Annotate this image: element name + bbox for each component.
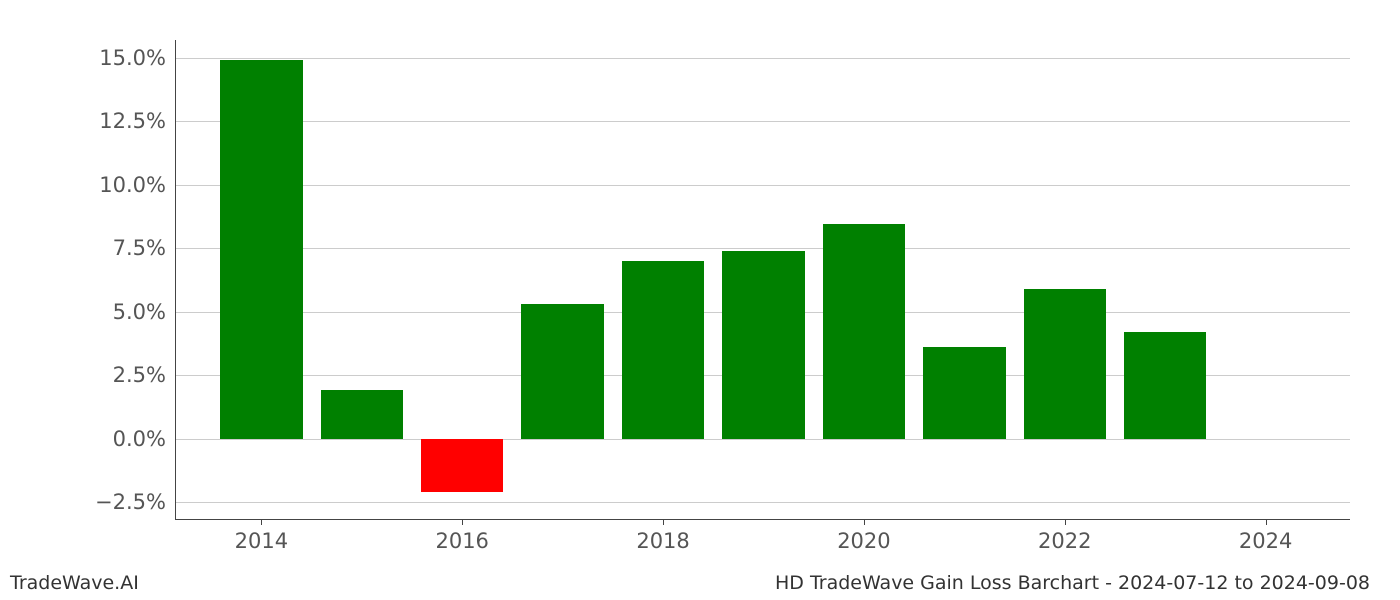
- gridline: [176, 121, 1350, 122]
- y-tick-label: 10.0%: [99, 173, 176, 197]
- x-tick-label: 2014: [235, 519, 288, 553]
- bar: [823, 224, 905, 439]
- y-tick-label: 5.0%: [113, 300, 176, 324]
- gridline: [176, 439, 1350, 440]
- x-tick-label: 2016: [435, 519, 488, 553]
- x-tick-label: 2022: [1038, 519, 1091, 553]
- gridline: [176, 58, 1350, 59]
- y-tick-label: −2.5%: [95, 490, 176, 514]
- bar: [622, 261, 704, 439]
- bar: [521, 304, 603, 439]
- bar: [1124, 332, 1206, 439]
- gridline: [176, 248, 1350, 249]
- bar: [1024, 289, 1106, 439]
- gridline: [176, 502, 1350, 503]
- x-tick-label: 2020: [837, 519, 890, 553]
- plot-area: −2.5%0.0%2.5%5.0%7.5%10.0%12.5%15.0%2014…: [175, 40, 1350, 520]
- x-tick-label: 2024: [1239, 519, 1292, 553]
- y-tick-label: 15.0%: [99, 46, 176, 70]
- chart-container: −2.5% 0.0% 2.5% 5.0% 7.5% 10.0% 12.5% 15.0% 2014…: [0, 0, 1400, 600]
- footer-right-text: HD TradeWave Gain Loss Barchart - 2024-0…: [775, 572, 1370, 594]
- bar: [321, 390, 403, 438]
- x-tick-label: 2018: [636, 519, 689, 553]
- y-tick-label: 0.0%: [113, 427, 176, 451]
- y-tick-label: 12.5%: [99, 109, 176, 133]
- bar: [923, 347, 1005, 438]
- y-tick-label: 2.5%: [113, 363, 176, 387]
- gridline: [176, 185, 1350, 186]
- bar: [722, 251, 804, 439]
- bar: [220, 60, 302, 438]
- bar: [421, 439, 503, 492]
- footer-left-text: TradeWave.AI: [10, 572, 139, 594]
- y-tick-label: 7.5%: [113, 236, 176, 260]
